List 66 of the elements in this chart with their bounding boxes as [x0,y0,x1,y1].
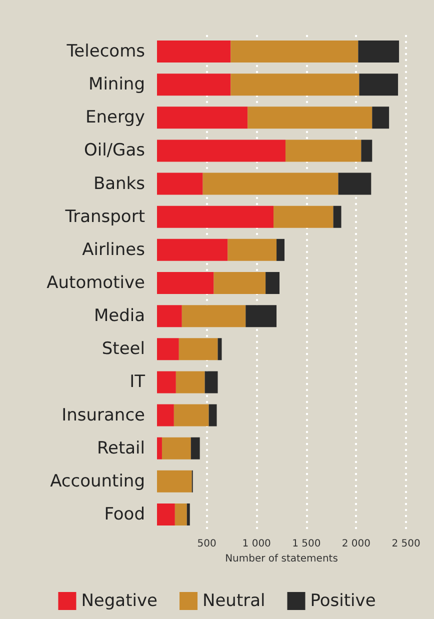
y-tick-label: IT [130,372,146,392]
bar [157,470,192,492]
y-tick-label: Media [94,306,145,326]
y-tick-label: Telecoms [66,42,146,62]
y-tick-label: Transport [64,206,146,227]
x-tick-label: 2 000 [342,538,371,550]
bar [157,338,179,360]
bar [157,40,231,63]
bar [214,272,266,294]
bar [182,305,246,328]
bar [157,74,231,96]
x-tick-label: 500 [197,538,216,550]
bar [157,404,174,426]
bar [276,238,284,261]
bar [208,404,217,426]
bar [174,404,209,426]
bar [190,437,200,460]
legend-label: Neutral [202,591,266,611]
bar [157,238,228,261]
bar [157,172,203,195]
y-tick-label: Retail [96,438,145,458]
bar [157,305,182,328]
bar [361,140,372,162]
bar [157,503,175,526]
y-tick-label: Insurance [62,405,145,426]
x-tick-label: 1 000 [242,538,271,550]
bar [202,172,338,195]
bar [372,106,390,129]
y-tick-label: Automotive [46,273,145,293]
bar [178,338,218,360]
x-axis-title: Number of statements [225,553,338,564]
bar [186,503,190,526]
bar [176,371,205,394]
bar [174,503,187,526]
y-tick-label: Energy [85,108,145,128]
bar [248,106,372,129]
y-tick-label: Mining [88,74,145,95]
legend-label: Negative [81,591,158,611]
bar [230,40,358,63]
bar [228,238,277,261]
bar [230,74,360,96]
bar [274,206,334,228]
y-tick-label: Banks [93,174,146,194]
x-tick-label: 1 500 [292,538,321,550]
y-tick-label: Food [104,504,145,524]
bar [157,437,162,460]
y-tick-label: Accounting [50,471,145,492]
bar [204,371,218,394]
bar [285,140,362,162]
bar [157,272,214,294]
y-tick-label: Steel [102,339,145,360]
bar [359,74,398,96]
bar [157,106,248,129]
y-tick-label: Airlines [82,240,146,260]
bar [266,272,280,294]
bar [333,206,342,228]
bar [246,305,277,328]
legend-label: Positive [310,591,376,611]
x-tick-label: 2 500 [392,538,420,550]
bar [358,40,400,63]
y-tick-label: Oil/Gas [84,140,146,161]
bar [338,172,372,195]
bar [157,206,274,228]
bar [162,437,191,460]
bar [157,140,286,162]
bar [157,371,176,394]
